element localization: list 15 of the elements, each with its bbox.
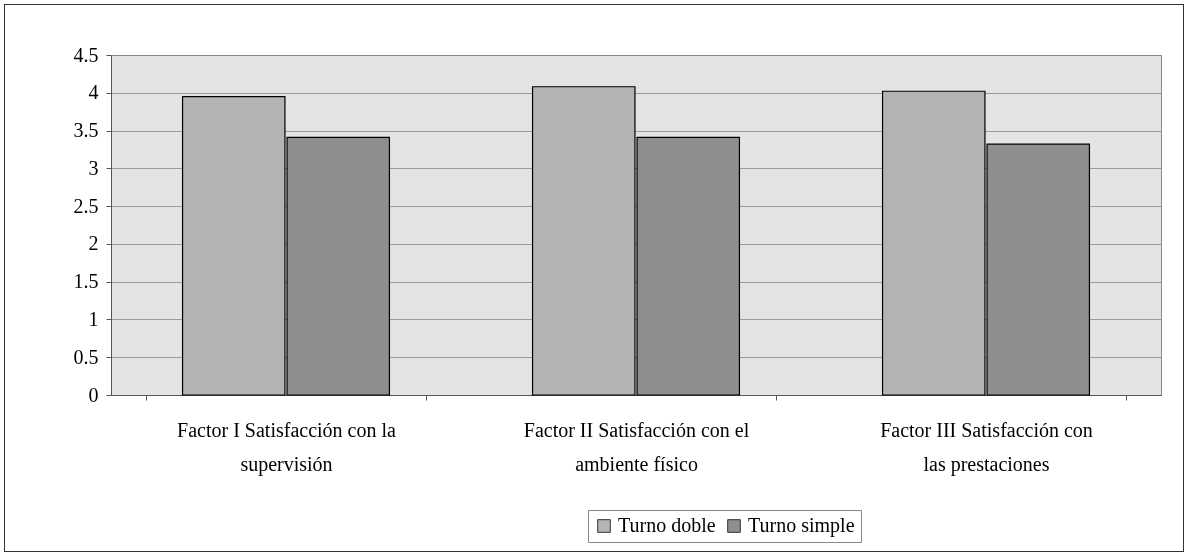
- legend-label: Turno doble: [618, 514, 716, 536]
- x-tick-label: Factor II Satisfacción con el ambiente físico: [523, 418, 750, 475]
- y-tick-label: 3.5: [73, 119, 99, 142]
- y-tick-label: 2: [88, 232, 99, 255]
- y-tick-label: 4.5: [73, 43, 99, 66]
- legend-label: Turno simple: [748, 514, 855, 537]
- y-tick-label: 1.5: [73, 270, 99, 293]
- y-tick-label: 1: [88, 307, 99, 330]
- y-tick-label: 0.5: [73, 345, 99, 368]
- y-tick-label: 4: [88, 81, 99, 104]
- y-tick-label: 0: [88, 383, 99, 406]
- y-tick-label: 3: [88, 156, 99, 179]
- x-tick-label: Factor III Satisfacción con las prestaciones: [880, 418, 1093, 476]
- y-tick-label: 2.5: [73, 194, 99, 217]
- x-tick-label: Factor I Satisfacción con la supervisión: [177, 418, 397, 476]
